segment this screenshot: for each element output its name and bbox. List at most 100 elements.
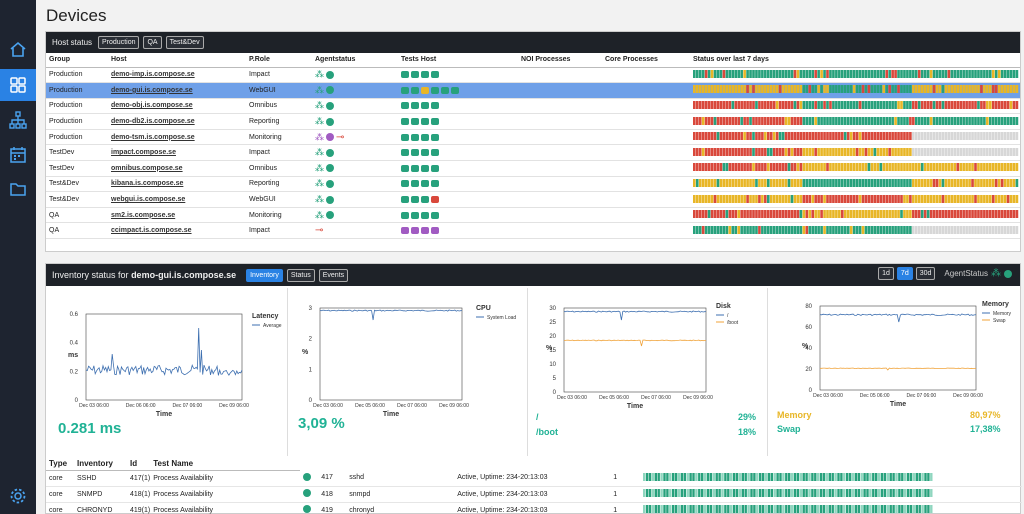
host-link[interactable]: demo-db2.is.compose.se <box>111 118 195 126</box>
col-noi[interactable]: NOI Processes <box>518 53 602 68</box>
nav-folder[interactable] <box>0 173 36 205</box>
row-host[interactable]: omnibus.compose.se <box>108 160 246 177</box>
status-segment <box>986 210 989 219</box>
status-segment <box>879 85 883 94</box>
range-7d[interactable]: 7d <box>896 267 913 280</box>
host-link[interactable]: demo-obj.is.compose.se <box>111 102 193 110</box>
status-segment <box>932 147 936 156</box>
inv-segment <box>712 489 716 497</box>
row-host[interactable]: demo-tsm.is.compose.se <box>108 129 246 146</box>
status-segment <box>767 132 770 141</box>
col-core[interactable]: Core Processes <box>602 53 690 68</box>
row-tests <box>398 222 518 240</box>
col-type[interactable]: Type <box>46 458 74 471</box>
inv-segment <box>889 489 893 497</box>
col-id[interactable]: Id <box>127 458 151 471</box>
row-status-7d <box>690 98 1020 115</box>
range-30d[interactable]: 30d <box>915 267 936 280</box>
row-host[interactable]: demo-db2.is.compose.se <box>108 113 246 130</box>
col-inventory[interactable]: Inventory <box>74 458 127 471</box>
status-segment <box>858 132 862 141</box>
table-row[interactable]: Production demo-gui.is.compose.se WebGUI… <box>46 82 1020 99</box>
table-row[interactable]: TestDev impact.compose.se Impact ⁂ <box>46 144 1020 162</box>
row-status-7d <box>690 191 1020 208</box>
col-role[interactable]: P.Role <box>246 53 312 68</box>
status-segment <box>764 132 767 141</box>
row-host[interactable]: impact.compose.se <box>108 144 246 162</box>
col-host[interactable]: Host <box>108 53 246 68</box>
nav-calendar[interactable] <box>0 139 36 171</box>
table-row[interactable]: QA sm2.is.compose.se Monitoring ⁂ <box>46 207 1020 224</box>
host-link[interactable]: sm2.is.compose.se <box>111 211 176 219</box>
status-segment <box>695 116 699 125</box>
col-tests-host[interactable]: Tests Host <box>398 53 518 68</box>
host-status-panel: Host status Production QA Test&Dev Group… <box>45 31 1021 252</box>
filter-qa[interactable]: QA <box>143 36 162 49</box>
table-row[interactable]: QA ccimpact.is.compose.se Impact ⊸ <box>46 222 1020 240</box>
col-status-7d[interactable]: Status over last 7 days <box>690 53 1020 68</box>
status-segment <box>693 225 696 234</box>
status-segment <box>704 210 708 219</box>
host-link[interactable]: ccimpact.is.compose.se <box>111 227 192 235</box>
row-host[interactable]: demo-obj.is.compose.se <box>108 98 246 115</box>
inventory-row[interactable]: core CHRONYD 419(1) Process Availability… <box>46 502 1022 514</box>
inv-name: SSHD <box>74 470 127 487</box>
table-row[interactable]: Test&Dev webgui.is.compose.se WebGUI ⁂ <box>46 191 1020 208</box>
nav-hierarchy[interactable] <box>0 104 36 136</box>
status-segment <box>731 163 735 172</box>
table-row[interactable]: Production demo-imp.is.compose.se Impact… <box>46 67 1020 84</box>
host-link[interactable]: demo-imp.is.compose.se <box>111 71 195 79</box>
nav-home[interactable] <box>0 33 36 65</box>
inventory-row[interactable]: core SSHD 417(1) Process Availability 41… <box>46 470 1022 487</box>
row-host[interactable]: sm2.is.compose.se <box>108 207 246 224</box>
host-link[interactable]: omnibus.compose.se <box>111 164 183 172</box>
status-segment <box>755 132 758 141</box>
host-link[interactable]: webgui.is.compose.se <box>111 196 186 204</box>
status-segment <box>805 210 809 219</box>
table-row[interactable]: TestDev omnibus.compose.se Omnibus ⁂ <box>46 160 1020 177</box>
row-host[interactable]: demo-imp.is.compose.se <box>108 67 246 84</box>
row-host[interactable]: kibana.is.compose.se <box>108 176 246 193</box>
inventory-row[interactable]: core SNMPD 418(1) Process Availability 4… <box>46 486 1022 503</box>
row-host[interactable]: ccimpact.is.compose.se <box>108 222 246 240</box>
filter-testdev[interactable]: Test&Dev <box>165 36 204 49</box>
col-test-name[interactable]: Test Name <box>150 458 301 471</box>
tab-events[interactable]: Events <box>318 268 349 282</box>
col-group[interactable]: Group <box>46 53 108 68</box>
nav-settings[interactable] <box>0 480 36 512</box>
row-host[interactable]: webgui.is.compose.se <box>108 191 246 208</box>
status-segment <box>740 147 743 156</box>
inv-segment <box>701 489 704 497</box>
host-link[interactable]: demo-gui.is.compose.se <box>111 86 193 94</box>
table-row[interactable]: Production demo-tsm.is.compose.se Monito… <box>46 129 1020 146</box>
table-row[interactable]: Production demo-db2.is.compose.se Report… <box>46 113 1020 130</box>
status-segment <box>829 225 832 234</box>
inv-segment <box>701 505 704 513</box>
host-link[interactable]: demo-tsm.is.compose.se <box>111 133 195 141</box>
tab-inventory[interactable]: Inventory <box>246 268 283 282</box>
status-segment <box>915 100 918 109</box>
filter-production[interactable]: Production <box>98 36 140 49</box>
test-status-icon <box>421 71 429 79</box>
host-link[interactable]: kibana.is.compose.se <box>111 180 184 188</box>
nav-dashboard[interactable] <box>0 69 36 101</box>
status-segment <box>725 210 729 219</box>
table-row[interactable]: Production demo-obj.is.compose.se Omnibu… <box>46 98 1020 115</box>
status-segment <box>891 163 894 172</box>
inv-segment <box>817 472 820 481</box>
status-segment <box>858 116 862 125</box>
status-segment <box>802 194 806 203</box>
col-agentstatus[interactable]: Agentstatus <box>312 53 398 68</box>
tab-status[interactable]: Status <box>286 268 315 282</box>
range-1d[interactable]: 1d <box>878 267 894 280</box>
inventory-title-host: demo-gui.is.compose.se <box>131 270 237 280</box>
status-segment <box>814 194 817 203</box>
row-host[interactable]: demo-gui.is.compose.se <box>108 82 246 99</box>
status-segment <box>749 69 752 78</box>
status-segment <box>731 147 735 156</box>
status-stripe <box>693 163 1019 172</box>
table-row[interactable]: Test&Dev kibana.is.compose.se Reporting … <box>46 176 1020 193</box>
host-link[interactable]: impact.compose.se <box>111 149 176 157</box>
status-segment <box>755 85 758 94</box>
status-segment <box>858 194 862 203</box>
